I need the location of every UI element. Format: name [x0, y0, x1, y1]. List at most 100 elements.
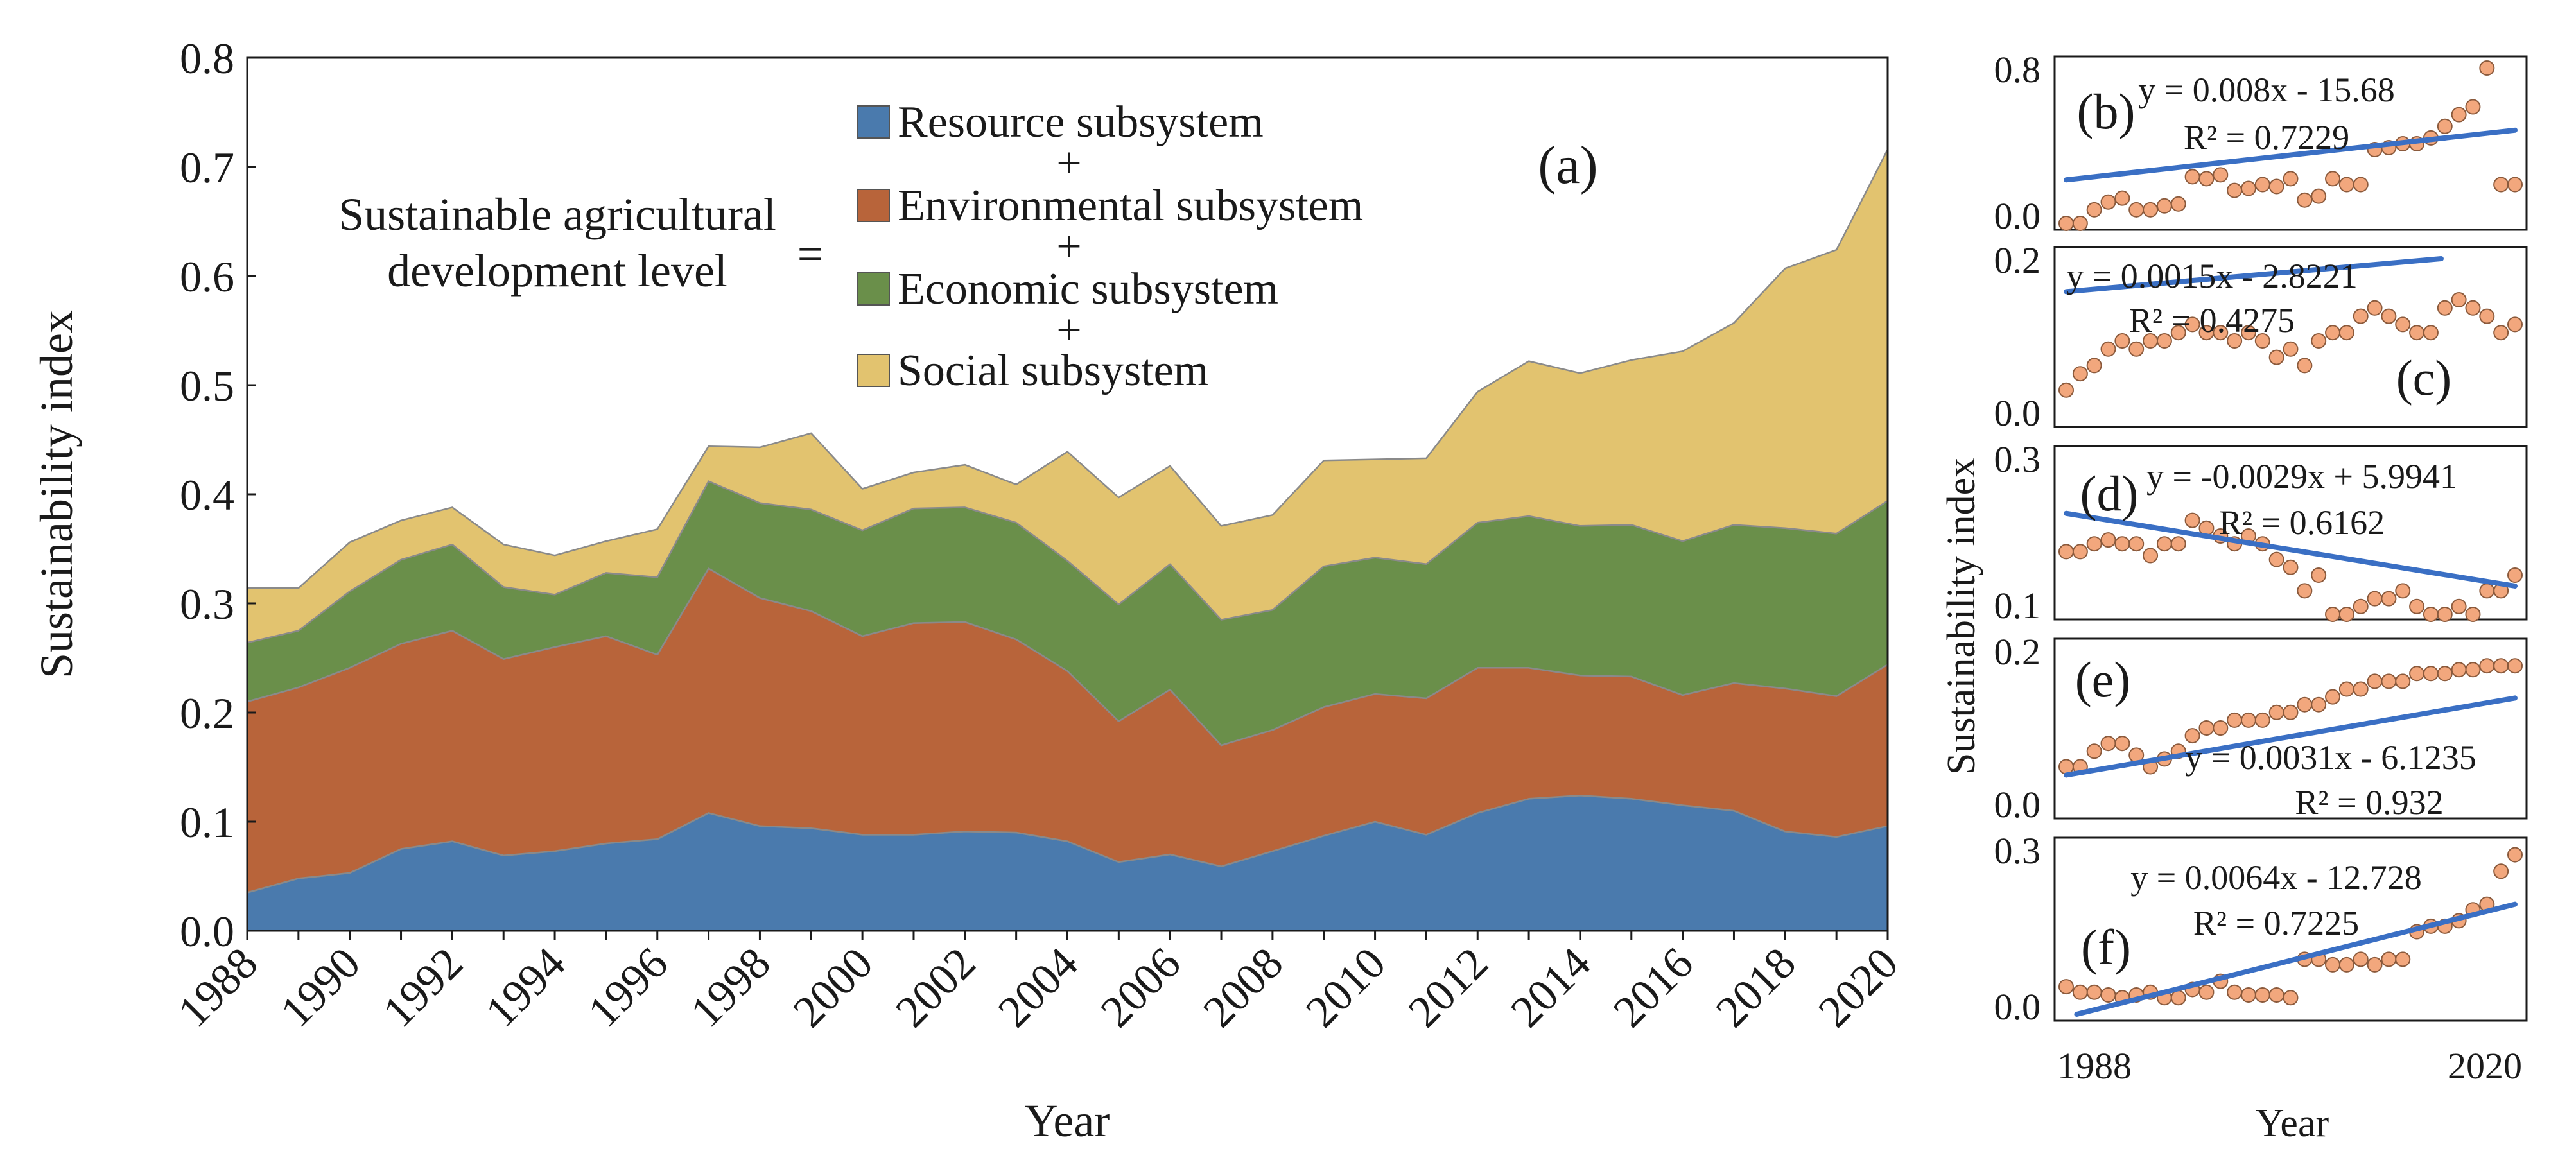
panel-c-data-point [2227, 333, 2243, 349]
panel-e-scatter: 0.0 0.2 (e) y = 0.0031x - 6.1235 R² = 0.932 [1994, 631, 2528, 826]
panel-b-data-point [2507, 177, 2523, 193]
panel-f-data-point [2325, 956, 2341, 973]
panel-c-data-point [2437, 300, 2453, 316]
panel-c-data-point [2479, 308, 2495, 324]
panel-d-data-point [2072, 544, 2088, 560]
panel-f-data-point [2240, 987, 2256, 1003]
panel-f-r-squared: R² = 0.7225 [2193, 904, 2359, 942]
panel-c-data-point [2311, 333, 2327, 349]
panel-e-data-point [2198, 720, 2215, 736]
panel-e-trend-line [2064, 695, 2518, 778]
panel-b-data-point [2143, 202, 2159, 218]
panel-e-data-point [2297, 696, 2313, 713]
panel-f-data-point [2283, 990, 2299, 1006]
equation-lhs-line: development level [387, 245, 727, 297]
panel-e-regression-equation: y = 0.0031x - 6.1235 [2185, 738, 2476, 777]
panel-b-data-point [2254, 177, 2270, 193]
panel-b-scatter: 0.0 0.8 (b) y = 0.008x - 15.68 R² = 0.7229 [1994, 49, 2528, 237]
plus-sign: + [1056, 306, 1081, 355]
panel-c-data-point [2156, 333, 2172, 349]
panel-f-regression-equation: y = 0.0064x - 12.728 [2130, 858, 2421, 897]
panel-a-label: (a) [1538, 135, 1597, 195]
panel-c-frame [2053, 246, 2528, 428]
panel-b-data-point [2493, 177, 2509, 193]
panel-f-data-point [2367, 956, 2383, 973]
panel-f-data-point [2268, 987, 2284, 1003]
panel-c-data-point [2381, 308, 2397, 324]
legend-label: Social subsystem [898, 346, 1208, 395]
panel-c-data-point [2128, 341, 2145, 357]
panel-d-data-point [2086, 536, 2102, 552]
panel-e-data-point [2114, 736, 2130, 752]
panel-e-data-point [2086, 743, 2102, 759]
panel-f-y-tick-label: 0.0 [1994, 986, 2041, 1028]
y-tick-label: 0.1 [180, 798, 234, 847]
panel-d-data-point [2100, 532, 2116, 548]
panel-e-data-point [2325, 689, 2341, 705]
panel-d-data-point [2283, 559, 2299, 575]
panel-d-regression-equation: y = -0.0029x + 5.9941 [2146, 457, 2457, 496]
panel-c-data-point [2395, 316, 2411, 333]
panel-d-data-point [2423, 607, 2439, 622]
panel-e-data-point [2311, 696, 2327, 713]
panel-b-label: (b) [2077, 83, 2136, 139]
panel-b-y-tick-label: 0.8 [1994, 49, 2041, 91]
panel-e-data-point [2395, 673, 2411, 689]
panel-e-data-point [2493, 658, 2509, 674]
panel-b-data-point [2198, 171, 2215, 187]
legend-swatch [857, 272, 890, 306]
panel-c-data-point [2367, 300, 2383, 316]
panel-f-data-point [2170, 990, 2186, 1006]
panel-f-scatter: 0.0 0.3 (f) y = 0.0064x - 12.728 R² = 0.7225 [1994, 830, 2528, 1028]
panel-c-data-point [2086, 358, 2102, 374]
panel-c-label: (c) [2396, 350, 2452, 406]
panel-e-data-point [2367, 673, 2383, 689]
panel-c-data-point [2283, 341, 2299, 357]
panel-a-y-axis-ticks: 0.0 0.1 0.2 0.3 0.4 0.5 0.6 0.7 0.8 [180, 34, 256, 956]
panel-e-r-squared: R² = 0.932 [2295, 783, 2443, 822]
panel-d-data-point [2170, 536, 2186, 552]
panel-d-data-point [2451, 598, 2467, 614]
panel-b-data-point [2283, 171, 2299, 187]
panel-b-data-point [2465, 99, 2481, 115]
panel-a-equation-legend: Sustainable agricultural development leve… [338, 98, 1363, 395]
panel-b-trend-line [2064, 127, 2518, 183]
panel-d-data-point [2507, 567, 2523, 583]
panel-b-data-point [2128, 202, 2145, 218]
trend-panels-x-tick-label: 1988 [2057, 1045, 2132, 1087]
panel-d-trend-line [2064, 510, 2518, 589]
panel-c-data-point [2100, 341, 2116, 357]
panel-c-data-point [2254, 333, 2270, 349]
panel-e-data-point [2338, 681, 2354, 697]
trend-panels-y-axis-title: Sustainability index [1940, 458, 1983, 775]
panel-b-data-point [2338, 177, 2354, 193]
panel-f-label: (f) [2081, 919, 2131, 975]
panel-b-data-point [2100, 194, 2116, 210]
panel-d-data-point [2338, 607, 2354, 622]
panel-e-y-tick-label: 0.0 [1994, 784, 2041, 826]
panel-c-data-point [2114, 333, 2130, 349]
panel-c-y-tick-label: 0.2 [1994, 239, 2041, 281]
panel-e-data-point [2240, 712, 2256, 728]
panel-d-label: (d) [2080, 465, 2139, 521]
legend-label: Resource subsystem [898, 98, 1264, 147]
panel-f-data-point [2395, 951, 2411, 967]
panel-f-trend-line [2074, 901, 2518, 1017]
panel-e-data-point [2213, 720, 2229, 736]
panel-c-data-point [2268, 349, 2284, 365]
panel-f-data-point [2254, 987, 2270, 1003]
panel-b-data-point [2086, 202, 2102, 218]
panel-e-data-point [2283, 704, 2299, 720]
y-tick-label: 0.4 [180, 471, 234, 519]
panel-c-y-tick-label: 0.0 [1994, 392, 2041, 434]
panel-d-data-point [2143, 548, 2159, 564]
panel-f-data-point [2100, 987, 2116, 1003]
panel-b-data-point [2353, 177, 2369, 193]
trend-panels-x-tick-label: 2020 [2448, 1045, 2522, 1087]
panel-d-data-point [2409, 598, 2425, 614]
legend-swatch [857, 189, 890, 222]
panel-c-data-point [2507, 316, 2523, 333]
panel-f-data-point [2338, 956, 2354, 973]
